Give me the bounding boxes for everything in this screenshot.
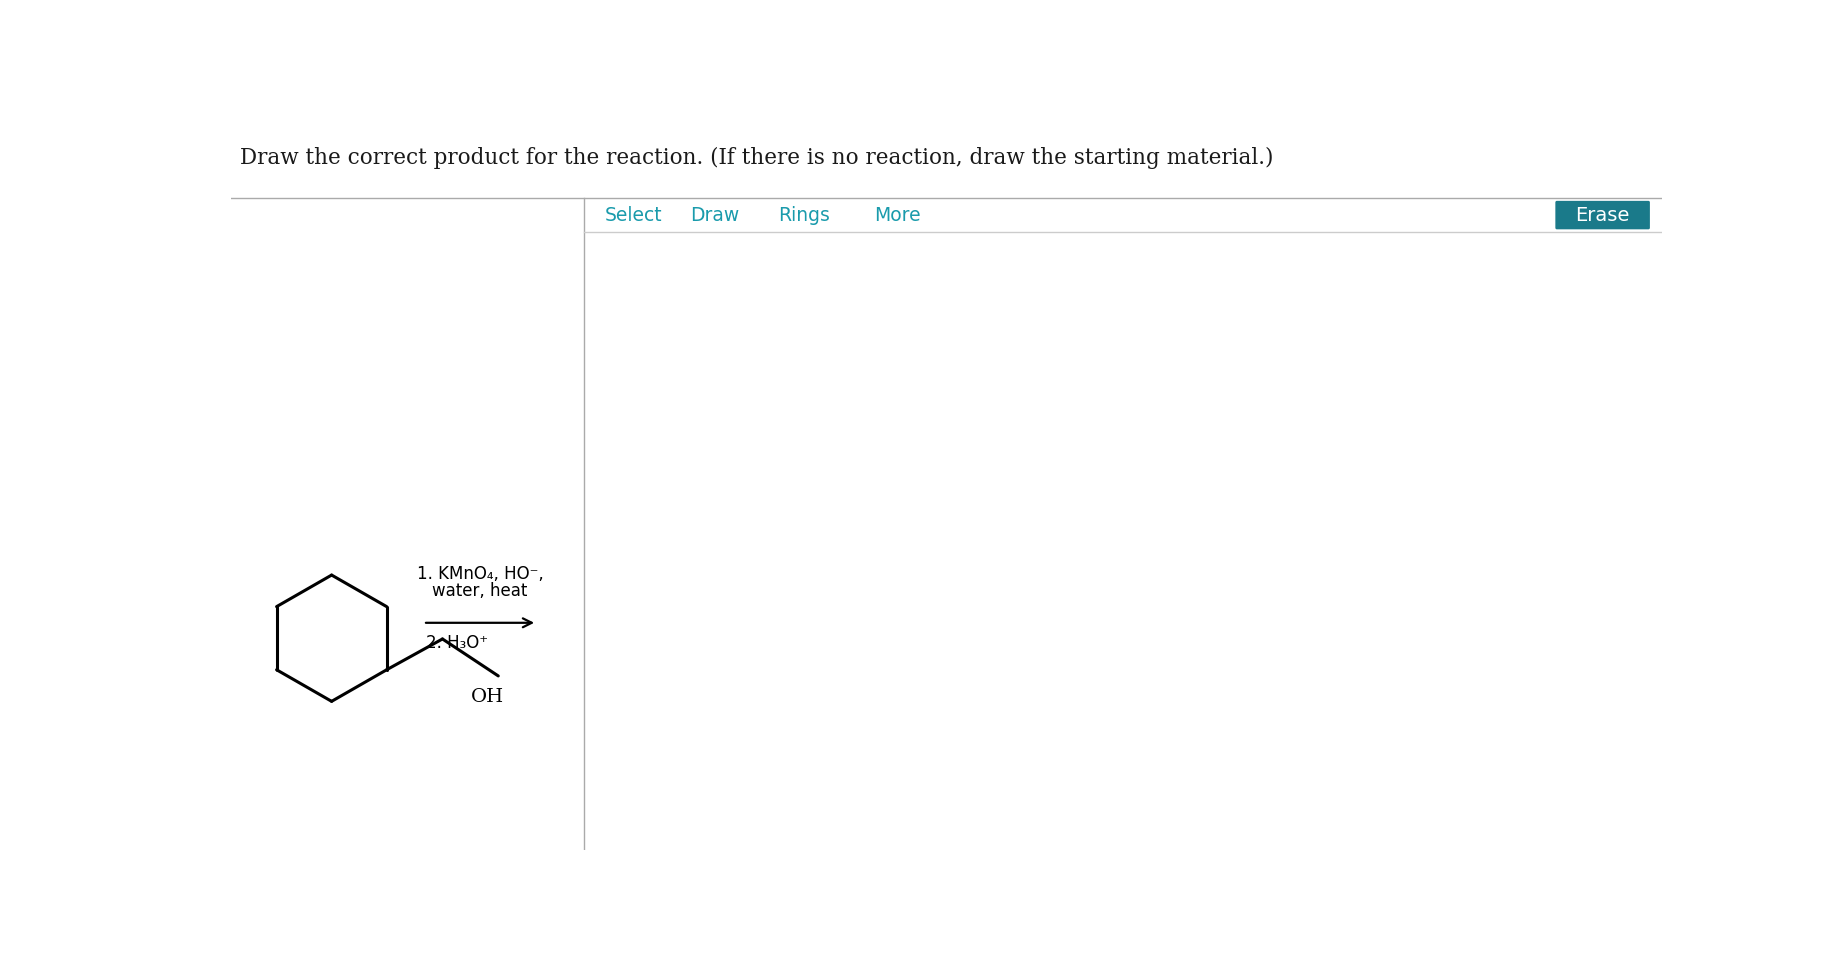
Text: Select: Select	[606, 205, 663, 224]
Text: More: More	[874, 205, 920, 224]
Text: Rings: Rings	[778, 205, 831, 224]
Text: 2. H₃O⁺: 2. H₃O⁺	[427, 633, 488, 651]
Text: OH: OH	[471, 689, 504, 707]
Bar	[584, 198, 1662, 232]
Text: water, heat: water, heat	[432, 582, 528, 600]
Text: Draw: Draw	[691, 205, 741, 224]
FancyBboxPatch shape	[1555, 201, 1649, 229]
Bar	[584, 232, 1662, 850]
Text: 1. KMnO₄, HO⁻,: 1. KMnO₄, HO⁻,	[417, 564, 543, 583]
Text: Erase: Erase	[1575, 205, 1629, 224]
Text: Draw the correct product for the reaction. (If there is no reaction, draw the st: Draw the correct product for the reactio…	[240, 147, 1274, 169]
Bar	[584, 198, 1662, 850]
